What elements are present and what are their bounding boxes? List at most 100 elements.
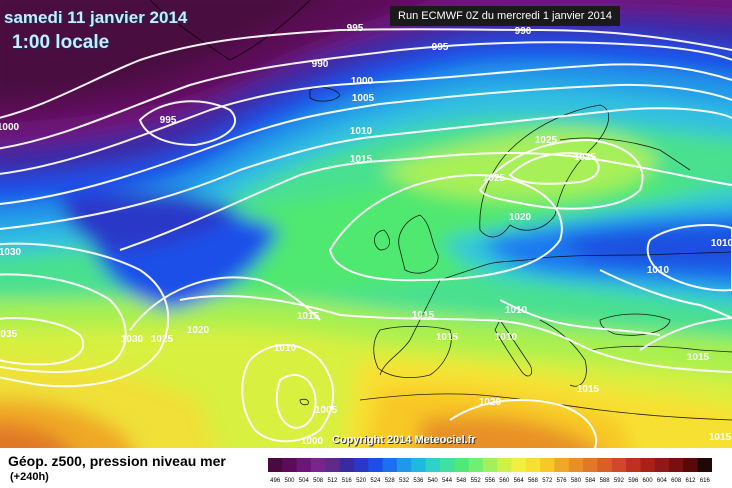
scale-swatch-9 (396, 458, 412, 472)
scale-value-29: 612 (686, 478, 697, 484)
scale-swatch-6 (353, 458, 369, 472)
isobar-label-27: 1015 (687, 352, 710, 363)
isobar-label-9: 1015 (350, 154, 373, 165)
scale-swatch-28 (669, 458, 684, 472)
isobar-label-18: 1015 (412, 310, 435, 321)
isobar-label-20: 1020 (187, 325, 210, 336)
scale-value-26: 600 (643, 478, 654, 484)
isobar-label-14: 1030 (0, 247, 22, 258)
scale-swatch-12 (439, 458, 455, 472)
forecast-range: (+240h) (10, 471, 49, 483)
isobar-label-28: 1015 (577, 384, 600, 395)
scale-value-5: 516 (342, 478, 353, 484)
scale-swatch-24 (611, 458, 627, 472)
scale-value-17: 564 (514, 478, 525, 484)
isobar-label-7: 1000 (0, 122, 20, 133)
isobar-label-22: 1025 (151, 334, 174, 345)
scale-swatch-13 (454, 458, 470, 472)
isobar-label-16: 1010 (647, 265, 670, 276)
scale-swatch-16 (497, 458, 512, 472)
scale-swatch-17 (511, 458, 527, 472)
scale-swatch-3 (310, 458, 326, 472)
scale-swatch-19 (540, 458, 555, 472)
isobar-label-30: 1005 (315, 405, 338, 416)
forecast-hour: 1:00 locale (12, 32, 110, 53)
scale-swatch-4 (325, 458, 341, 472)
scale-swatch-1 (282, 458, 298, 472)
isobar-label-23: 1015 (436, 332, 459, 343)
scale-value-1: 500 (284, 478, 295, 484)
isobar-label-24: 1010 (495, 332, 518, 343)
scale-swatch-26 (640, 458, 656, 472)
scale-swatch-5 (339, 458, 355, 472)
isobar-labels: 995 990 995 990 1000 1005 995 1000 1010 1015 1025 1… (0, 23, 732, 447)
scale-value-15: 556 (485, 478, 496, 484)
scale-swatch-27 (654, 458, 670, 472)
scale-swatch-20 (554, 458, 570, 472)
isobar-label-32: 1015 (709, 432, 732, 443)
scale-swatch-14 (468, 458, 484, 472)
scale-value-12: 544 (442, 478, 453, 484)
scale-value-19: 572 (542, 478, 553, 484)
scale-swatch-7 (368, 458, 384, 472)
isobar-label-8: 1010 (350, 126, 373, 137)
isobar-label-26: 1010 (274, 343, 297, 354)
scale-value-11: 540 (428, 478, 439, 484)
isobar-label-12: 1025 (483, 173, 506, 184)
scale-value-21: 580 (571, 478, 582, 484)
scale-swatch-15 (482, 458, 498, 472)
scale-value-0: 496 (270, 478, 281, 484)
forecast-date: samedi 11 janvier 2014 (4, 8, 188, 27)
run-info-banner: Run ECMWF 0Z du mercredi 1 janvier 2014 (390, 6, 620, 26)
scale-value-7: 524 (370, 478, 381, 484)
geopotential-map: 995 990 995 990 1000 1005 995 1000 1010 1015 1025 1… (0, 0, 732, 448)
scale-swatch-0 (268, 458, 283, 472)
scale-swatch-23 (597, 458, 613, 472)
scale-swatch-8 (382, 458, 398, 472)
isobar-label-29: 1020 (479, 397, 502, 408)
isobar-label-10: 1025 (535, 135, 558, 146)
scale-swatch-21 (568, 458, 584, 472)
isobar-label-4: 1000 (351, 76, 374, 87)
isobar-label-25: 1035 (0, 329, 18, 340)
scale-value-18: 568 (528, 478, 539, 484)
scale-value-20: 576 (557, 478, 568, 484)
scale-value-16: 560 (499, 478, 510, 484)
copyright-text: Copyright 2014 Meteociel.fr (332, 434, 476, 446)
isobar-label-21: 1030 (121, 334, 144, 345)
scale-value-24: 592 (614, 478, 625, 484)
scale-value-22: 584 (585, 478, 596, 484)
scale-swatch-2 (296, 458, 312, 472)
scale-swatch-25 (626, 458, 641, 472)
scale-value-4: 512 (327, 478, 338, 484)
scale-value-30: 616 (700, 478, 711, 484)
isobar-label-6: 995 (160, 115, 177, 126)
isobar-label-2: 995 (432, 42, 449, 53)
isobar-label-11: 1025 (574, 152, 597, 163)
scale-swatch-18 (525, 458, 541, 472)
scale-value-6: 520 (356, 478, 367, 484)
scale-value-13: 548 (456, 478, 467, 484)
isobar-label-17: 1015 (297, 311, 320, 322)
scale-value-10: 536 (413, 478, 424, 484)
scale-value-14: 552 (471, 478, 482, 484)
isobar-label-13: 1020 (509, 212, 532, 223)
isobar-label-15: 1010 (711, 238, 732, 249)
scale-value-3: 508 (313, 478, 324, 484)
isobar-lines (0, 28, 732, 448)
isobar-label-3: 990 (312, 59, 329, 70)
scale-swatch-11 (425, 458, 441, 472)
isobar-label-1: 990 (515, 26, 532, 37)
isobar-label-0: 995 (347, 23, 364, 34)
map-title: Géop. z500, pression niveau mer (8, 453, 226, 469)
scale-swatch-29 (683, 458, 699, 472)
scale-value-28: 608 (671, 478, 682, 484)
scale-value-23: 588 (600, 478, 611, 484)
scale-value-9: 532 (399, 478, 410, 484)
scale-swatch-30 (697, 458, 712, 472)
scale-swatch-10 (411, 458, 427, 472)
scale-value-2: 504 (299, 478, 310, 484)
isobar-label-5: 1005 (352, 93, 375, 104)
scale-value-27: 604 (657, 478, 668, 484)
